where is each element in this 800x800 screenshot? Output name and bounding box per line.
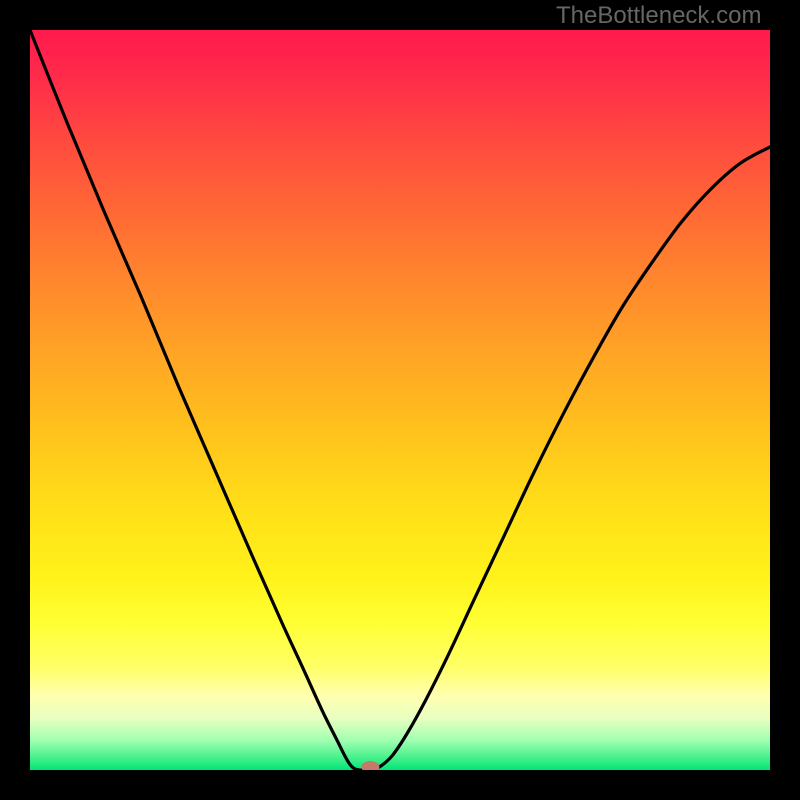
- bottleneck-curve-path: [30, 30, 770, 770]
- optimal-point-marker: [361, 761, 379, 770]
- watermark-text: TheBottleneck.com: [556, 2, 761, 30]
- bottleneck-curve: [30, 30, 770, 770]
